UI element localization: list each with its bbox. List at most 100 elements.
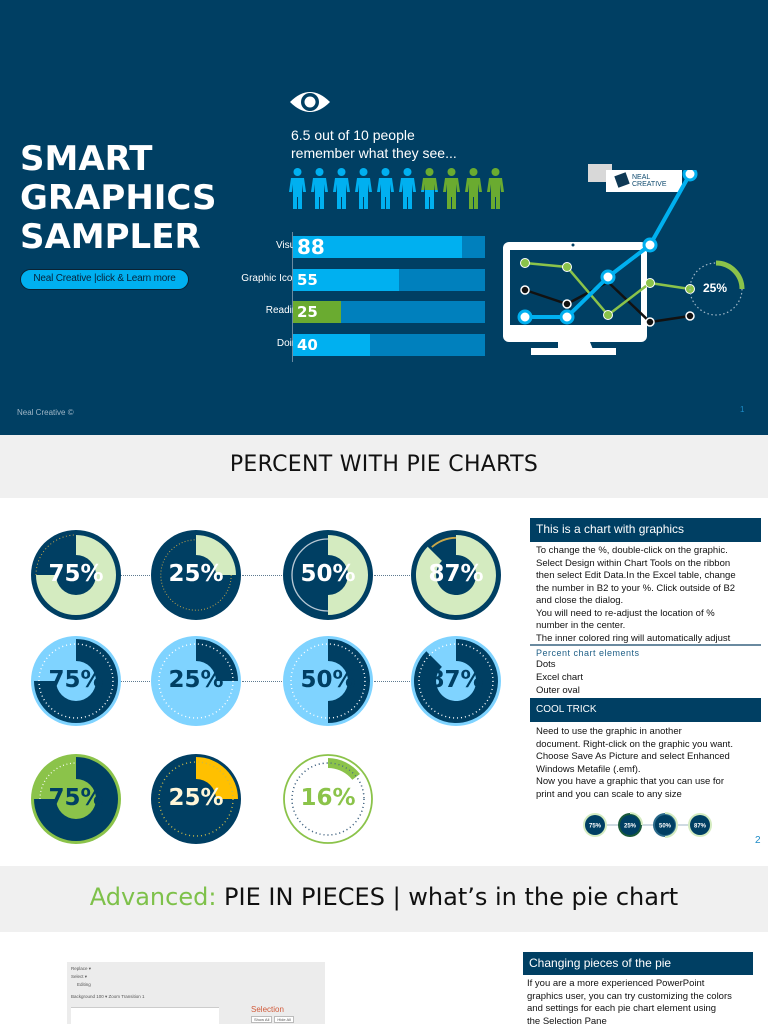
elements-title: Percent chart elements — [536, 648, 640, 658]
divider — [530, 644, 761, 646]
donut-chart-icon — [411, 530, 501, 620]
bar-row-visual: Visual 88 — [220, 236, 490, 258]
panel-header: Changing pieces of the pie — [523, 952, 753, 975]
connector-line — [242, 575, 282, 576]
stat-text: 6.5 out of 10 people remember what they … — [291, 126, 457, 162]
panel-text-line: and settings for each pie chart element … — [527, 1003, 717, 1014]
pie-gauge[interactable]: 75% — [30, 635, 122, 727]
person-icon — [487, 168, 504, 209]
bar-axis — [292, 232, 293, 362]
person-icon — [443, 168, 460, 209]
pie-gauge[interactable]: 25% — [150, 753, 242, 845]
cool-trick-header: COOL TRICK — [530, 698, 761, 722]
pie-gauge[interactable]: 50% — [282, 635, 374, 727]
section-title: Advanced: PIE IN PIECES | what’s in the … — [0, 883, 768, 911]
bar-track: 40 — [293, 334, 485, 356]
bar-row-reading: Reading 25 — [220, 301, 490, 323]
pie-gauge[interactable]: 25% — [150, 635, 242, 727]
svg-text:25%: 25% — [624, 824, 637, 830]
panel-text-line: and close the dialog. — [536, 595, 624, 606]
pie-label: 50% — [300, 667, 356, 693]
svg-text:50%: 50% — [659, 824, 672, 830]
panel-text-line: If you are a more experienced PowerPoint — [527, 978, 705, 989]
donut-chart-icon — [151, 636, 241, 726]
donut-chart-icon — [31, 636, 121, 726]
title-line-3: SAMPLER — [20, 217, 201, 257]
donut-chart-icon — [151, 530, 241, 620]
changing-pieces-panel: Changing pieces of the pie If you are a … — [523, 952, 753, 1031]
panel-text-line: Select Design within Chart Tools on the … — [536, 557, 731, 569]
person-icon — [399, 168, 416, 209]
donut-chart-icon — [283, 754, 373, 844]
panel-text-line: document. Right-click on the graphic you… — [536, 738, 733, 750]
cool-trick-body: Need to use the graphic in another docum… — [530, 722, 761, 804]
hide-all-button[interactable]: Hide All — [274, 1016, 294, 1023]
bar-value: 88 — [297, 235, 325, 259]
svg-text:87%: 87% — [694, 824, 707, 830]
bar-label: Visual — [275, 240, 303, 251]
pie-label: 75% — [48, 561, 104, 587]
person-icon — [289, 168, 306, 209]
page-number: 2 — [755, 835, 761, 846]
title-separator: | — [392, 883, 401, 911]
section-header-pie-in-pieces: Advanced: PIE IN PIECES | what’s in the … — [0, 866, 768, 932]
powerpoint-screenshot: Replace ▾ Select ▾ Editing Background 10… — [67, 962, 325, 1024]
pie-gauge[interactable]: 87% — [410, 635, 502, 727]
logo-text-2: CREATIVE — [632, 181, 667, 188]
panel-header: This is a chart with graphics — [530, 518, 761, 542]
mini-pie-icon — [618, 812, 643, 837]
person-icon-half — [421, 168, 438, 209]
panel-body: If you are a more experienced PowerPoint… — [523, 975, 753, 1031]
pie-gauge[interactable]: 75% — [30, 753, 122, 845]
mini-pie-icon — [583, 813, 607, 837]
list-item: Dots — [536, 659, 556, 670]
panel-text-line: Need to use the graphic in another — [536, 726, 682, 737]
neal-creative-logo: NEAL CREATIVE — [588, 164, 682, 192]
title-prefix: Advanced: — [89, 883, 217, 911]
panel-text-line: the Selection Pane — [527, 1015, 607, 1027]
section-header-pie-charts: PERCENT WITH PIE CHARTS — [0, 432, 768, 498]
panel-body: To change the %, double-click on the gra… — [530, 542, 761, 644]
person-icon — [355, 168, 372, 209]
learn-more-button[interactable]: Neal Creative |click & Learn more — [20, 269, 189, 290]
mini-pie-strip: 75% 25% 50% 87% — [583, 812, 712, 838]
monitor-line-chart-illustration — [503, 170, 745, 355]
elements-list: Dots Excel chart Outer oval — [530, 658, 761, 697]
pie-label: 25% — [168, 785, 224, 811]
panel-text-line: print and you can scale to any size — [536, 788, 682, 800]
title-suffix: what’s in the pie chart — [400, 883, 679, 911]
stat-line-2: remember what they see... — [291, 145, 457, 161]
pie-gauge[interactable]: 16% — [282, 753, 374, 845]
bar-fill — [293, 269, 399, 291]
bar-row-doing: Doing 40 — [220, 334, 490, 356]
pie-gauge[interactable]: 50% — [282, 529, 374, 621]
bar-label: Reading — [265, 305, 303, 316]
bar-fill — [293, 301, 341, 323]
section-title: PERCENT WITH PIE CHARTS — [229, 452, 539, 477]
connector-line — [374, 575, 410, 576]
donut-chart-icon — [283, 636, 373, 726]
person-icon — [465, 168, 482, 209]
pie-gauge[interactable]: 75% — [30, 529, 122, 621]
pie-gauge[interactable]: 25% — [150, 529, 242, 621]
pie-chart-grid: 75% 25% 50% 87% 75% — [20, 515, 520, 855]
editing-group-label: Editing — [77, 982, 91, 987]
title-slide: SMART GRAPHICS SAMPLER Neal Creative |cl… — [0, 0, 768, 432]
connector-line — [374, 681, 410, 682]
pie-label: 87% — [428, 561, 484, 587]
panel-text-line: Choose Save As Picture and select Enhanc… — [536, 751, 730, 762]
donut-chart-icon — [31, 754, 121, 844]
bar-row-graphic-icons: Graphic Icons 55 — [220, 269, 490, 291]
panel-text-line: Windows Metafile (.emf). — [536, 763, 641, 775]
pie-label: 75% — [48, 667, 104, 693]
show-all-button[interactable]: Show All — [251, 1016, 273, 1023]
slide-title: SMART GRAPHICS SAMPLER — [20, 140, 217, 257]
pie-label: 75% — [48, 785, 104, 811]
panel-text-line: You will need to re-adjust the location … — [536, 607, 715, 619]
connector-line — [242, 681, 282, 682]
instructions-panel: This is a chart with graphics To change … — [530, 518, 761, 804]
bar-track: 55 — [293, 269, 485, 291]
pie-gauge[interactable]: 87% — [410, 529, 502, 621]
panel-text-line: Now you have a graphic that you can use … — [536, 776, 725, 787]
donut-chart-icon — [151, 754, 241, 844]
